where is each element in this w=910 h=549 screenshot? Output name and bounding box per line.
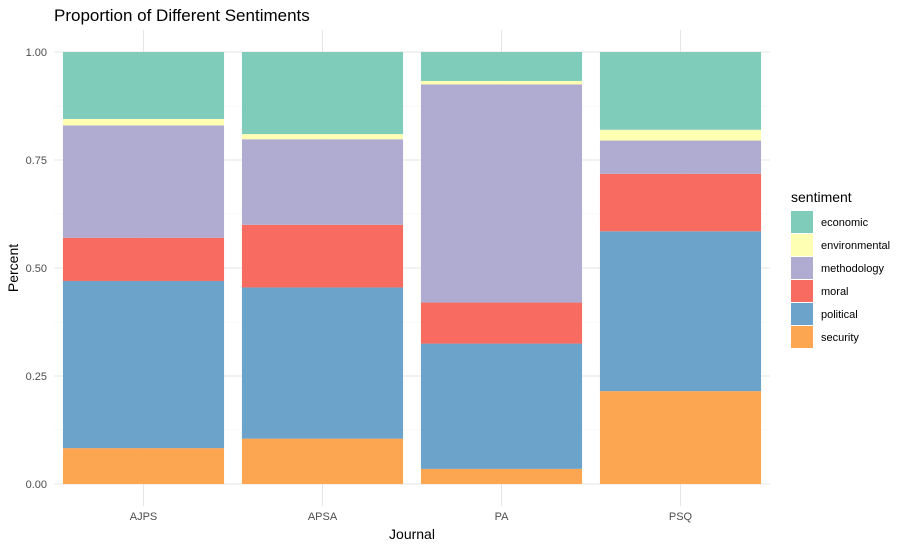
bar-segment-moral: [599, 173, 762, 232]
chart-title: Proportion of Different Sentiments: [54, 6, 310, 25]
legend-label-political: political: [821, 309, 858, 321]
y-tick-label: 0.75: [26, 155, 47, 167]
bar-segment-political: [241, 287, 404, 439]
x-tick-label: APSA: [308, 511, 338, 523]
legend-label-moral: moral: [821, 286, 849, 298]
legend-label-security: security: [821, 332, 859, 344]
bar-segment-economic: [241, 52, 404, 135]
bar-segment-environmental: [241, 134, 404, 140]
bar-segment-methodology: [62, 125, 225, 238]
bar-segment-security: [599, 391, 762, 484]
bar-segment-moral: [62, 237, 225, 281]
bar-segment-environmental: [62, 118, 225, 126]
y-axis-ticks: 0.00 0.25 0.50 0.75 1.00: [26, 47, 47, 491]
y-tick-label: 0.25: [26, 371, 47, 383]
x-tick-label: PA: [495, 511, 510, 523]
x-axis-title: Journal: [389, 526, 435, 542]
bar-segment-methodology: [241, 139, 404, 225]
y-tick-label: 0.00: [26, 479, 47, 491]
legend-swatch-economic: [791, 211, 813, 233]
bar-segment-political: [420, 343, 583, 469]
bar-segment-environmental: [599, 129, 762, 141]
x-tick-label: PSQ: [669, 511, 693, 523]
legend-title: sentiment: [791, 189, 852, 205]
legend-label-environmental: environmental: [821, 240, 890, 252]
bar-segment-economic: [420, 52, 583, 81]
bar-segment-political: [599, 231, 762, 392]
bar-segment-economic: [62, 52, 225, 119]
bar-segment-economic: [599, 52, 762, 130]
bar-segment-security: [420, 468, 583, 484]
bar-segment-methodology: [420, 84, 583, 303]
bar-segment-moral: [420, 302, 583, 344]
legend-swatch-methodology: [791, 257, 813, 279]
bar-segment-moral: [241, 224, 404, 288]
bar-segment-political: [62, 280, 225, 449]
bar-segment-methodology: [599, 140, 762, 174]
legend: sentiment economic environmental methodolo…: [791, 189, 890, 348]
y-tick-label: 0.50: [26, 263, 47, 275]
bar-segment-security: [62, 448, 225, 484]
legend-label-economic: economic: [821, 217, 869, 229]
legend-swatch-security: [791, 326, 813, 348]
x-axis-ticks: AJPS APSA PA PSQ: [130, 511, 693, 523]
bar-segment-environmental: [420, 80, 583, 85]
y-tick-label: 1.00: [26, 47, 47, 59]
legend-swatch-environmental: [791, 234, 813, 256]
bars: [62, 52, 762, 484]
bar-segment-security: [241, 438, 404, 484]
y-axis-title: Percent: [5, 244, 21, 292]
legend-swatch-moral: [791, 280, 813, 302]
x-tick-label: AJPS: [130, 511, 158, 523]
legend-label-methodology: methodology: [821, 263, 884, 275]
legend-swatch-political: [791, 303, 813, 325]
